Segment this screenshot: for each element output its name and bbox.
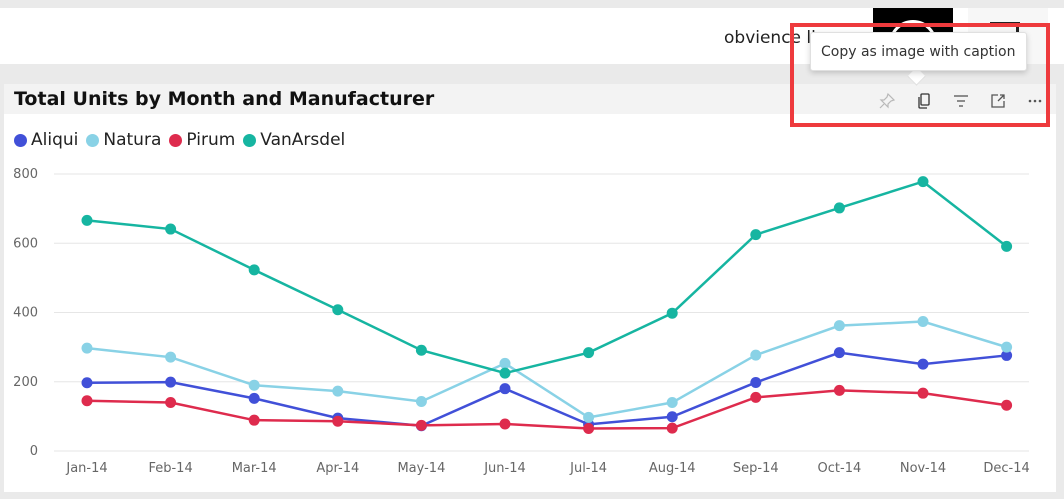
data-point-aliqui[interactable]	[81, 377, 93, 389]
legend-item-natura[interactable]: Natura	[86, 130, 161, 150]
data-point-pirum[interactable]	[332, 415, 344, 427]
x-tick-label: Mar-14	[232, 461, 277, 476]
data-point-vanarsdel[interactable]	[499, 367, 511, 379]
line-chart-visual[interactable]: Total Units by Month and Manufacturer Al…	[4, 84, 1056, 492]
visual-header: Total Units by Month and Manufacturer	[4, 84, 1056, 114]
y-tick-label: 600	[13, 236, 38, 251]
legend-item-vanarsdel[interactable]: VanArsdel	[243, 130, 345, 150]
data-point-pirum[interactable]	[81, 395, 93, 407]
chart-legend: Aliqui Natura Pirum VanArsdel	[14, 130, 353, 150]
data-point-pirum[interactable]	[248, 414, 260, 426]
visual-title: Total Units by Month and Manufacturer	[14, 88, 435, 110]
y-tick-label: 0	[30, 444, 38, 459]
y-tick-label: 200	[13, 375, 38, 390]
data-point-aliqui[interactable]	[833, 347, 845, 359]
x-tick-label: Sep-14	[733, 461, 779, 476]
data-point-pirum[interactable]	[499, 418, 511, 430]
data-point-aliqui[interactable]	[1001, 349, 1013, 361]
pin-icon	[879, 92, 895, 109]
legend-dot-icon	[169, 133, 183, 147]
data-point-pirum[interactable]	[833, 384, 845, 396]
x-tick-label: Oct-14	[818, 461, 862, 476]
x-tick-label: Jun-14	[483, 461, 526, 476]
series-line-natura	[86, 320, 1007, 419]
more-options-icon	[1028, 99, 1041, 103]
data-point-natura[interactable]	[666, 397, 678, 409]
legend-dot-icon	[243, 133, 257, 147]
legend-item-aliqui[interactable]: Aliqui	[14, 130, 78, 150]
more-options-button[interactable]	[1016, 89, 1053, 113]
data-point-vanarsdel[interactable]	[833, 202, 845, 214]
data-point-natura[interactable]	[165, 351, 177, 363]
data-point-vanarsdel[interactable]	[583, 347, 595, 359]
x-tick-label: Apr-14	[316, 461, 359, 476]
data-point-vanarsdel[interactable]	[1001, 240, 1013, 252]
x-tick-label: Aug-14	[649, 461, 696, 476]
pin-button[interactable]	[868, 89, 905, 113]
focus-mode-button[interactable]	[979, 89, 1016, 113]
data-point-vanarsdel[interactable]	[917, 176, 929, 188]
data-point-natura[interactable]	[833, 320, 845, 332]
data-point-vanarsdel[interactable]	[165, 223, 177, 235]
legend-item-pirum[interactable]: Pirum	[169, 130, 235, 150]
data-point-vanarsdel[interactable]	[81, 214, 93, 226]
x-tick-label: Jul-14	[569, 461, 607, 476]
legend-dot-icon	[14, 133, 27, 147]
data-point-natura[interactable]	[248, 379, 260, 391]
filter-icon	[953, 95, 968, 107]
data-point-natura[interactable]	[415, 395, 427, 407]
data-point-pirum[interactable]	[666, 422, 678, 434]
data-point-aliqui[interactable]	[666, 411, 678, 423]
x-tick-label: Feb-14	[148, 461, 192, 476]
visual-toolbar	[868, 89, 1053, 113]
data-point-vanarsdel[interactable]	[332, 304, 344, 316]
x-tick-label: Nov-14	[900, 461, 946, 476]
series-line-vanarsdel	[86, 180, 1008, 375]
legend-label: VanArsdel	[260, 130, 346, 150]
data-point-natura[interactable]	[81, 342, 93, 354]
data-point-natura[interactable]	[583, 411, 595, 423]
data-point-pirum[interactable]	[750, 391, 762, 403]
data-point-pirum[interactable]	[583, 422, 595, 434]
data-point-pirum[interactable]	[917, 387, 929, 399]
data-point-aliqui[interactable]	[750, 376, 762, 388]
series-line-aliqui	[86, 351, 1007, 427]
data-point-aliqui[interactable]	[165, 376, 177, 388]
legend-label: Natura	[103, 130, 162, 150]
data-point-pirum[interactable]	[415, 419, 427, 431]
x-tick-label: Jan-14	[65, 461, 107, 476]
copy-visual-button[interactable]	[905, 89, 942, 113]
data-point-aliqui[interactable]	[248, 392, 260, 404]
data-point-natura[interactable]	[1001, 341, 1013, 353]
legend-label: Aliqui	[31, 130, 79, 150]
data-point-natura[interactable]	[499, 357, 511, 369]
focus-mode-icon	[990, 94, 1005, 108]
user-name: obvience llc	[724, 28, 826, 48]
data-point-natura[interactable]	[750, 349, 762, 361]
data-point-vanarsdel[interactable]	[415, 344, 427, 356]
data-point-vanarsdel[interactable]	[248, 264, 260, 276]
data-point-pirum[interactable]	[1001, 399, 1013, 411]
data-point-natura[interactable]	[917, 316, 929, 328]
legend-label: Pirum	[186, 130, 236, 150]
data-point-pirum[interactable]	[165, 397, 177, 409]
y-tick-label: 400	[13, 306, 38, 321]
data-point-natura[interactable]	[332, 385, 344, 397]
filter-button[interactable]	[942, 89, 979, 113]
copy-icon	[917, 93, 930, 109]
series-line-pirum	[86, 389, 1007, 430]
x-tick-label: Dec-14	[983, 461, 1029, 476]
legend-dot-icon	[86, 133, 100, 147]
x-tick-label: May-14	[397, 461, 445, 476]
data-point-vanarsdel[interactable]	[750, 229, 762, 241]
data-point-vanarsdel[interactable]	[666, 307, 678, 319]
data-point-aliqui[interactable]	[917, 358, 929, 370]
line-chart: 0 200 400 600 800 Jan-14 Feb-14 Mar-14 Apr-14 May…	[13, 167, 1030, 476]
copy-tooltip: Copy as image with caption	[810, 32, 1027, 71]
y-tick-label: 800	[13, 167, 38, 182]
data-point-aliqui[interactable]	[499, 383, 511, 395]
